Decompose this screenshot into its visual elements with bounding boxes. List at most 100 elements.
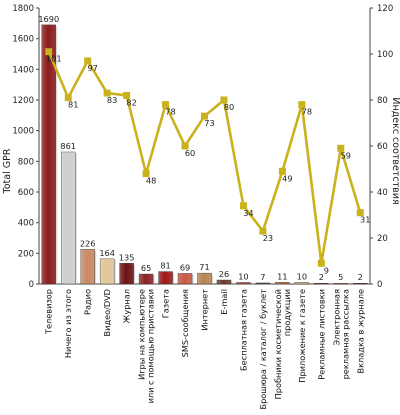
bar-value-label: 26	[219, 269, 229, 279]
bar	[216, 279, 232, 285]
bar-value-label: 69	[180, 262, 190, 272]
bar	[41, 24, 56, 285]
y2-tick-label: 0	[377, 280, 382, 290]
x-tick-label: Игры на компьютере	[137, 289, 147, 380]
bar-value-label: 226	[80, 238, 96, 248]
line-point	[259, 227, 267, 235]
bar	[99, 258, 115, 285]
bar	[236, 282, 251, 285]
bar-value-label: 164	[99, 248, 115, 258]
x-tick-label: Видео/DVD	[102, 289, 112, 336]
bar-value-label: 11	[277, 271, 287, 281]
line-value-label: 59	[341, 150, 351, 160]
line-value-label: 82	[126, 97, 136, 107]
line-series-group	[45, 48, 364, 267]
bar	[60, 151, 76, 285]
bar	[80, 249, 95, 285]
bar	[255, 282, 271, 285]
bar-value-label: 1690	[38, 14, 59, 24]
x-tick-label: рекламная рассылка	[340, 289, 350, 379]
bar-value-label: 135	[119, 252, 135, 262]
x-tick-label: Журнал	[122, 289, 132, 323]
x-tick-label: Интернет	[200, 289, 210, 331]
line-value-label: 34	[243, 208, 253, 218]
bar-value-label: 7	[260, 272, 265, 282]
x-tick-label: E-mail	[219, 289, 229, 315]
y2-tick-label: 60	[377, 142, 388, 152]
line-value-label: 83	[107, 95, 117, 105]
line-point	[162, 101, 170, 109]
y-tick-label: 1200	[12, 96, 34, 106]
x-tick-label: Приложение к газете	[297, 289, 307, 383]
x-tick-label: или с помощью приставки	[146, 289, 156, 403]
x-tick-label: продукции	[282, 289, 292, 336]
y-tick-label: 800	[18, 157, 34, 167]
bars-group	[41, 24, 368, 285]
bar-value-label: 10	[297, 271, 307, 281]
line-value-label: 73	[204, 118, 214, 128]
x-tick-label: Рекламные листовки	[316, 289, 326, 380]
line-point	[278, 167, 286, 175]
line-value-label: 60	[185, 148, 195, 158]
bar	[138, 273, 154, 285]
line-point	[103, 89, 111, 97]
bar-value-label: 861	[60, 141, 76, 151]
bar	[275, 282, 290, 285]
y-tick-label: 1600	[12, 35, 34, 45]
x-tick-label: Ничего из этого	[63, 289, 73, 358]
line-point	[298, 101, 306, 109]
y2-axis-title: Индекс соответствия	[390, 97, 400, 204]
line-value-label: 78	[302, 107, 312, 117]
line-value-label: 9	[324, 265, 329, 275]
bar	[119, 263, 134, 285]
bar	[314, 283, 329, 285]
y-tick-label: 200	[18, 249, 34, 259]
y2-tick-label: 100	[377, 50, 393, 60]
x-tick-label: Вкладка в журнале	[355, 289, 365, 374]
y-tick-label: 1800	[12, 4, 34, 14]
line-value-label: 81	[68, 100, 78, 110]
line-point	[239, 202, 247, 210]
bar	[294, 282, 310, 285]
bar-value-label: 5	[338, 272, 343, 282]
y-tick-label: 1000	[12, 127, 34, 137]
y2-tick-label: 120	[377, 4, 393, 14]
line-point	[356, 209, 364, 217]
x-tick-label: Телевизор	[44, 289, 54, 335]
x-tick-label: Пробники косметической	[273, 289, 283, 399]
line-point	[45, 48, 53, 56]
x-tick-label: Бесплатная газета	[238, 289, 248, 371]
line-value-label: 48	[146, 176, 156, 186]
bar-value-label: 2	[358, 272, 363, 282]
bar	[158, 271, 173, 285]
bar	[197, 272, 212, 285]
y-tick-label: 600	[18, 188, 34, 198]
bar-value-label: 81	[160, 261, 170, 271]
bar-value-label: 65	[141, 263, 151, 273]
bar-value-label: 10	[238, 271, 248, 281]
line-point	[142, 170, 150, 178]
bar	[177, 273, 193, 285]
x-tick-label: Радио	[83, 289, 93, 315]
line-point	[220, 96, 228, 104]
line-value-label: 101	[46, 54, 62, 64]
y2-tick-label: 20	[377, 234, 388, 244]
line-value-label: 31	[360, 215, 370, 225]
y-tick-label: 1400	[12, 65, 34, 75]
line-value-label: 49	[282, 173, 292, 183]
bar	[333, 283, 349, 285]
line-point	[317, 259, 325, 267]
line-point	[337, 144, 345, 152]
line-point	[84, 57, 92, 65]
y2-tick-label: 80	[377, 96, 388, 106]
line-point	[201, 112, 208, 120]
bar-value-label: 2	[319, 272, 324, 282]
x-tick-label: SMS-сообщения	[180, 289, 190, 357]
line-value-label: 97	[87, 63, 97, 73]
y-tick-label: 0	[29, 280, 34, 290]
y2-tick-label: 40	[377, 188, 388, 198]
y-tick-label: 400	[18, 219, 34, 229]
